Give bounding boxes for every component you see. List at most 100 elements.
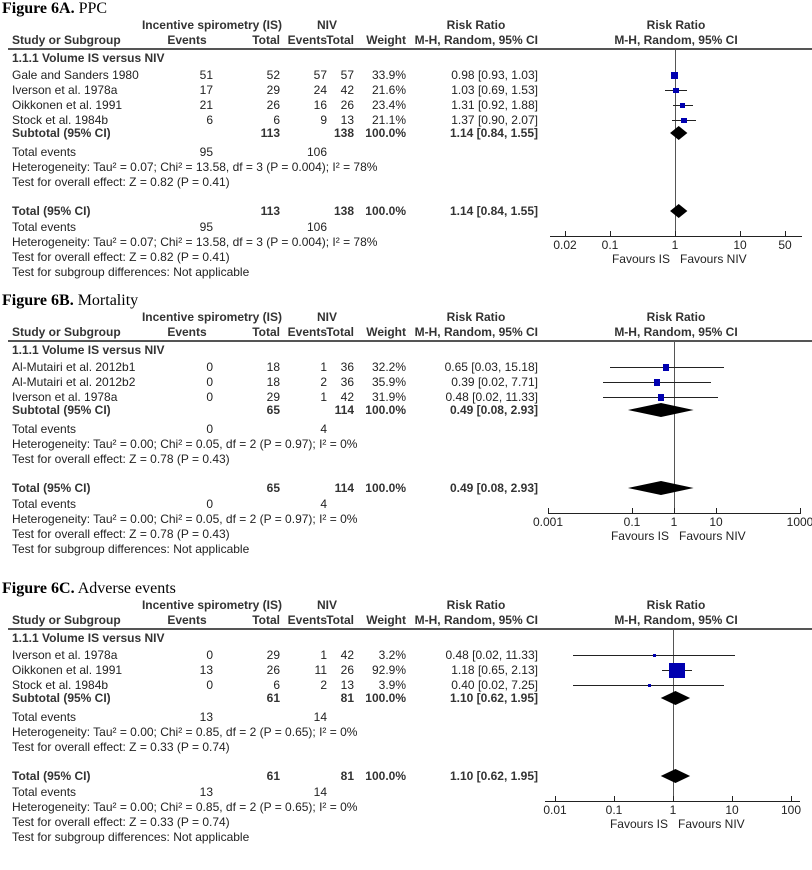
study-effect-square [663, 364, 670, 371]
niv-events: 16 [313, 98, 327, 112]
total-is-total: 61 [266, 769, 280, 783]
niv-total: 42 [340, 390, 354, 404]
x-tick-label: 0.1 [605, 803, 623, 817]
favours-left-label: Favours IS [611, 252, 670, 266]
risk-ratio: 1.37 [0.90, 2.07] [451, 113, 538, 127]
study-effect-square [669, 662, 686, 679]
study-name: Gale and Sanders 1980 [12, 68, 139, 82]
subtotal-heterogeneity: Heterogeneity: Tau² = 0.00; Chi² = 0.85,… [12, 725, 358, 739]
header-group-niv: NIV [316, 310, 337, 324]
weight: 23.4% [371, 98, 406, 112]
diamond-shape [670, 204, 688, 218]
niv-total: 57 [340, 68, 354, 82]
header-rule [8, 48, 812, 50]
pooled-effect-diamond [660, 769, 691, 783]
is-events: 0 [206, 375, 213, 389]
total-events-label: Total events [12, 497, 77, 511]
is-total: 6 [273, 678, 280, 692]
niv-events: 57 [313, 68, 327, 82]
subgroup-differences: Test for subgroup differences: Not appli… [12, 542, 250, 556]
risk-ratio: 0.48 [0.02, 11.33] [445, 648, 538, 662]
total-niv-total: 81 [340, 769, 354, 783]
niv-events: 2 [320, 678, 327, 692]
subtotal-is-total: 65 [266, 403, 280, 417]
total-heterogeneity: Heterogeneity: Tau² = 0.00; Chi² = 0.85,… [12, 800, 358, 814]
study-name: Al-Mutairi et al. 2012b2 [12, 375, 136, 389]
header-niv-total: Total [326, 613, 354, 627]
niv-total: 42 [340, 648, 354, 662]
header-rule [8, 340, 812, 342]
is-total: 18 [266, 375, 280, 389]
x-axis [545, 801, 800, 802]
favours-right-label: Favours NIV [679, 529, 746, 543]
null-effect-line [673, 630, 674, 801]
risk-ratio: 0.39 [0.02, 7.71] [451, 375, 538, 389]
figure-label: Figure 6A. [2, 0, 75, 17]
is-total: 26 [266, 663, 280, 677]
niv-events: 2 [320, 375, 327, 389]
niv-total: 13 [340, 113, 354, 127]
header-plot-method: M-H, Random, 95% CI [614, 613, 738, 627]
study-name: Al-Mutairi et al. 2012b1 [12, 360, 136, 374]
subtotal-risk-ratio: 1.14 [0.84, 1.55] [449, 126, 538, 140]
diamond-shape [660, 769, 691, 783]
x-tick-label: 1 [670, 515, 678, 529]
total-risk-ratio: 1.10 [0.62, 1.95] [449, 769, 538, 783]
weight: 3.9% [378, 678, 406, 692]
subtotal-weight: 100.0% [365, 126, 406, 140]
study-effect-square [647, 683, 652, 688]
total-label: Total (95% CI) [12, 769, 91, 783]
figure-caption: Mortality [77, 292, 139, 309]
total-events-label: Total events [12, 220, 77, 234]
total-events-is: 0 [206, 497, 213, 511]
x-tick-label: 1000 [786, 515, 812, 529]
header-is-events: Events [167, 613, 207, 627]
header-niv-total: Total [326, 325, 354, 339]
study-effect-square [679, 102, 686, 109]
header-niv-total: Total [326, 33, 354, 47]
subtotal-overall-effect: Test for overall effect: Z = 0.33 (P = 0… [12, 740, 230, 754]
x-axis-tick [785, 231, 786, 237]
weight: 21.1% [371, 113, 406, 127]
weight: 33.9% [371, 68, 406, 82]
forest-plot-6a: Figure 6A. PPC Incentive spirometry (IS) N… [0, 0, 812, 290]
favours-left-label: Favours IS [609, 817, 668, 831]
is-events: 0 [206, 360, 213, 374]
total-events-label: Total events [12, 785, 77, 799]
header-study: Study or Subgroup [12, 33, 121, 47]
x-axis-tick [674, 508, 675, 514]
risk-ratio: 1.03 [0.69, 1.53] [451, 83, 538, 97]
header-study: Study or Subgroup [12, 325, 121, 339]
x-axis-tick [791, 796, 792, 802]
subtotal-events-is: 95 [199, 145, 213, 159]
study-effect-square [652, 654, 656, 657]
total-is-total: 113 [260, 204, 280, 218]
is-events: 17 [199, 83, 213, 97]
x-tick-label: 10 [709, 515, 723, 529]
header-risk-ratio: Risk Ratio [446, 18, 506, 32]
subtotal-events-label: Total events [12, 710, 77, 724]
header-plot-method: M-H, Random, 95% CI [614, 33, 738, 47]
total-weight: 100.0% [365, 204, 406, 218]
is-events: 0 [206, 648, 213, 662]
total-weight: 100.0% [365, 769, 406, 783]
subtotal-niv-total: 138 [333, 126, 354, 140]
x-tick-label: 50 [778, 238, 792, 252]
header-group-niv: NIV [316, 18, 337, 32]
niv-total: 36 [340, 375, 354, 389]
figure-label: Figure 6C. [2, 580, 75, 597]
diamond-shape [627, 481, 694, 495]
x-axis-tick [610, 231, 611, 237]
niv-events: 11 [314, 663, 327, 677]
x-tick-label: 0.02 [553, 238, 577, 252]
study-name: Stock et al. 1984b [12, 113, 109, 127]
figure-label: Figure 6B. [2, 292, 74, 309]
x-axis-tick [548, 508, 549, 514]
header-risk-ratio: Risk Ratio [446, 310, 506, 324]
x-tick-label: 10 [733, 238, 747, 252]
is-total: 29 [266, 648, 280, 662]
is-events: 0 [206, 390, 213, 404]
header-method: M-H, Random, 95% CI [414, 33, 538, 47]
total-overall-effect: Test for overall effect: Z = 0.78 (P = 0… [12, 527, 230, 541]
subtotal-risk-ratio: 1.10 [0.62, 1.95] [449, 691, 538, 705]
